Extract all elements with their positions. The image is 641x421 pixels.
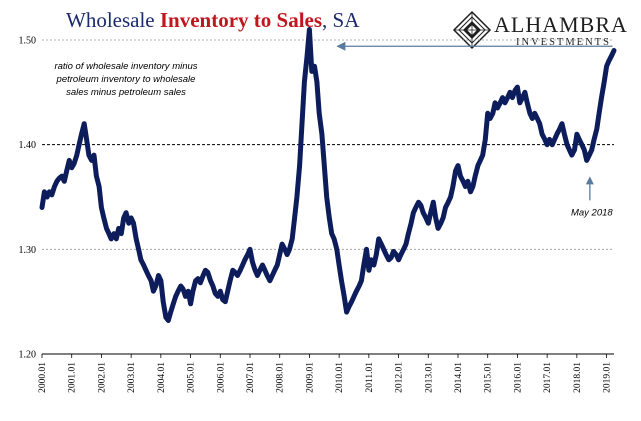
chart-note-line: sales minus petroleum sales xyxy=(66,87,186,98)
chart-title-part-3: , SA xyxy=(322,8,360,32)
x-tick-label: 2017.01 xyxy=(543,362,553,393)
x-axis-ticks: 2000.01 2001.01 2002.01 2003.01 2004.01 2005.… xyxy=(38,362,613,393)
brand-name: ALHAMBRA xyxy=(494,12,628,37)
chart-title-part-1: Wholesale xyxy=(66,8,160,32)
x-tick-label: 2018.01 xyxy=(573,362,583,393)
x-tick-label: 2002.01 xyxy=(97,362,107,393)
x-tick-label: 2014.01 xyxy=(454,362,464,393)
may-2018-arrow-head xyxy=(585,176,594,185)
alhambra-emblem-icon xyxy=(452,10,492,50)
x-tick-label: 2006.01 xyxy=(216,362,226,393)
peak-arrow-head xyxy=(336,41,346,51)
x-tick-label: 2004.01 xyxy=(157,362,167,393)
x-tick-label: 2011.01 xyxy=(365,362,375,393)
annotations: ratio of wholesale inventory minus petrol… xyxy=(54,41,613,218)
chart-title-part-2: Inventory to Sales xyxy=(159,8,323,32)
y-tick-label: 1.30 xyxy=(19,245,37,256)
x-tick-label: 2000.01 xyxy=(38,362,48,393)
y-tick-label: 1.40 xyxy=(19,140,37,151)
y-tick-label: 1.50 xyxy=(19,36,37,47)
y-tick-label: 1.20 xyxy=(19,350,37,361)
chart-title: Wholesale Inventory to Sales, SA xyxy=(66,8,359,33)
grid-layer xyxy=(42,39,614,250)
x-tick-label: 2008.01 xyxy=(276,362,286,393)
may-2018-label: May 2018 xyxy=(571,207,613,218)
x-tick-label: 2012.01 xyxy=(395,362,405,393)
chart-note-line: petroleum inventory to wholesale xyxy=(56,74,196,85)
series-layer xyxy=(39,27,617,323)
brand-logo: ALHAMBRA INVESTMENTS xyxy=(452,10,634,52)
y-axis-ticks: 1.20 1.30 1.40 1.50 xyxy=(19,36,37,361)
x-tick-label: 2001.01 xyxy=(68,362,78,393)
x-tick-label: 2005.01 xyxy=(187,362,197,393)
x-tick-label: 2010.01 xyxy=(335,362,345,393)
x-tick-label: 2019.01 xyxy=(603,362,613,393)
brand-subtitle: INVESTMENTS xyxy=(516,37,611,48)
x-tick-label: 2003.01 xyxy=(127,362,137,393)
chart-note-line: ratio of wholesale inventory minus xyxy=(54,61,197,72)
x-tick-label: 2009.01 xyxy=(305,362,315,393)
x-tick-label: 2013.01 xyxy=(424,362,434,393)
x-axis xyxy=(41,353,614,358)
x-tick-label: 2007.01 xyxy=(246,362,256,393)
x-tick-label: 2015.01 xyxy=(484,362,494,393)
series-line xyxy=(39,27,617,323)
x-tick-label: 2016.01 xyxy=(513,362,523,393)
